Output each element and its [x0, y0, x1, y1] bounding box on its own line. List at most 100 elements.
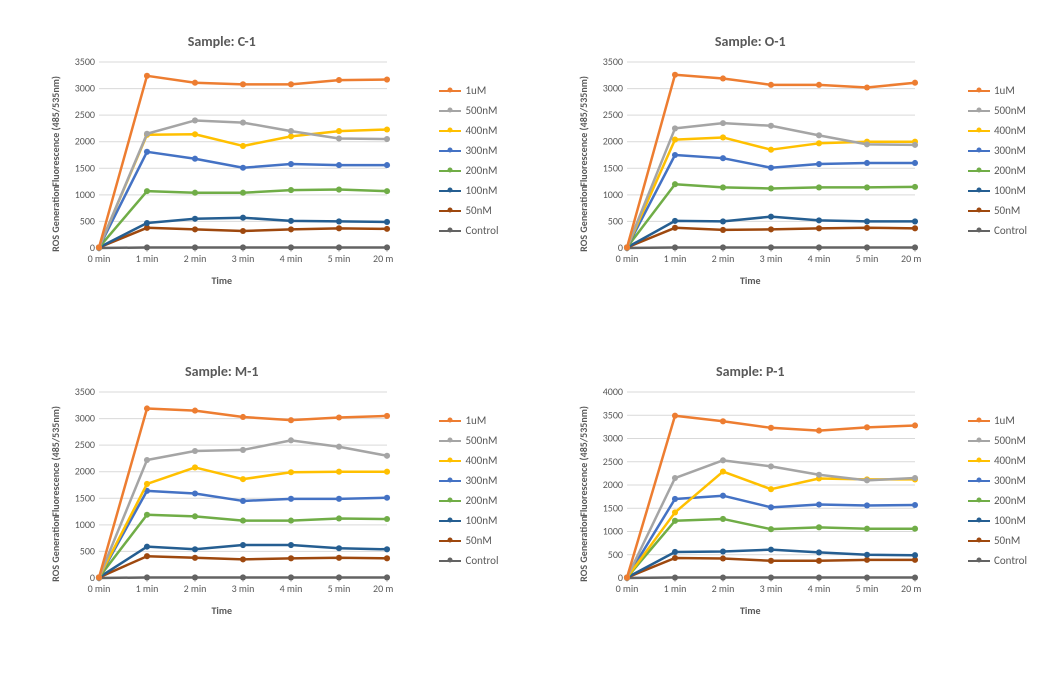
legend-item-ctrl: Control: [968, 554, 1027, 567]
legend-item-s100: 100nM: [439, 514, 498, 527]
svg-text:1500: 1500: [74, 161, 94, 174]
legend-label: 300nM: [994, 474, 1026, 487]
legend-swatch-icon: [439, 185, 461, 195]
chart-title: Sample: C-1: [188, 33, 256, 50]
legend-label: 500nM: [465, 104, 497, 117]
legend-label: 500nM: [994, 434, 1026, 447]
svg-text:5 min: 5 min: [856, 252, 879, 265]
svg-text:3000: 3000: [74, 412, 94, 425]
legend-label: 50nM: [994, 534, 1020, 547]
svg-text:3500: 3500: [603, 55, 623, 68]
legend-label: 50nM: [994, 204, 1020, 217]
svg-text:1500: 1500: [603, 501, 623, 514]
legend-swatch-icon: [439, 515, 461, 525]
legend-swatch-icon: [439, 225, 461, 235]
legend-label: Control: [465, 554, 498, 567]
legend: 1uM500nM400nM300nM200nM100nM50nMControl: [968, 84, 1027, 237]
legend-label: 200nM: [994, 164, 1026, 177]
legend-label: Control: [994, 224, 1027, 237]
svg-text:1000: 1000: [603, 525, 623, 538]
svg-text:3 min: 3 min: [231, 582, 254, 595]
legend-label: 1uM: [465, 84, 486, 97]
legend-item-s500: 500nM: [439, 104, 498, 117]
chart-panel-p1: Sample: P-1 Fluorescence (485/535nm) ROS…: [539, 340, 1028, 640]
svg-text:2 min: 2 min: [183, 252, 206, 265]
legend-label: 200nM: [465, 164, 497, 177]
legend-item-s300: 300nM: [968, 144, 1027, 157]
chart-plot-o1: 05001000150020002500300035000 min1 min2 …: [591, 54, 921, 274]
legend-item-s400: 400nM: [968, 454, 1027, 467]
legend-swatch-icon: [968, 455, 990, 465]
legend-label: 50nM: [465, 204, 491, 217]
y-axis-label: Fluorescence (485/535nm) ROS Generation: [579, 76, 589, 253]
legend-swatch-icon: [968, 145, 990, 155]
chart-panel-m1: Sample: M-1 Fluorescence (485/535nm) ROS…: [10, 340, 499, 640]
legend-swatch-icon: [968, 535, 990, 545]
legend-swatch-icon: [439, 145, 461, 155]
svg-text:0 min: 0 min: [616, 582, 639, 595]
svg-text:20 min: 20 min: [373, 582, 393, 595]
legend-item-s400: 400nM: [968, 124, 1027, 137]
legend-swatch-icon: [439, 165, 461, 175]
legend-swatch-icon: [439, 535, 461, 545]
legend-swatch-icon: [439, 415, 461, 425]
svg-text:0 min: 0 min: [87, 582, 110, 595]
legend-label: 400nM: [465, 124, 497, 137]
legend-label: 200nM: [994, 494, 1026, 507]
legend-label: 400nM: [994, 454, 1026, 467]
svg-text:3 min: 3 min: [231, 252, 254, 265]
legend-swatch-icon: [968, 435, 990, 445]
legend-swatch-icon: [968, 85, 990, 95]
svg-text:5 min: 5 min: [327, 252, 350, 265]
svg-text:3000: 3000: [603, 432, 623, 445]
legend-swatch-icon: [439, 495, 461, 505]
svg-text:1000: 1000: [603, 188, 623, 201]
x-axis-label: Time: [740, 274, 761, 287]
legend-item-s1: 1uM: [968, 84, 1027, 97]
svg-text:4 min: 4 min: [279, 582, 302, 595]
svg-text:1500: 1500: [603, 161, 623, 174]
legend-swatch-icon: [439, 105, 461, 115]
svg-text:2500: 2500: [603, 455, 623, 468]
legend-swatch-icon: [439, 475, 461, 485]
legend-item-s50: 50nM: [439, 534, 498, 547]
svg-text:5 min: 5 min: [856, 582, 879, 595]
svg-text:2000: 2000: [603, 135, 623, 148]
svg-text:3000: 3000: [603, 82, 623, 95]
legend-swatch-icon: [439, 455, 461, 465]
legend-swatch-icon: [968, 185, 990, 195]
legend-swatch-icon: [968, 475, 990, 485]
legend-label: 1uM: [465, 414, 486, 427]
legend-swatch-icon: [439, 85, 461, 95]
svg-text:3500: 3500: [74, 385, 94, 398]
svg-text:1000: 1000: [74, 518, 94, 531]
y-axis-label: Fluorescence (485/535nm) ROS Generation: [51, 76, 61, 253]
svg-text:20 min: 20 min: [373, 252, 393, 265]
svg-text:5 min: 5 min: [327, 582, 350, 595]
chart-plot-p1: 050010001500200025003000350040000 min1 m…: [591, 384, 921, 604]
svg-text:0 min: 0 min: [87, 252, 110, 265]
legend-swatch-icon: [968, 225, 990, 235]
legend-item-s300: 300nM: [439, 144, 498, 157]
svg-text:500: 500: [608, 214, 623, 227]
legend-swatch-icon: [968, 105, 990, 115]
legend-swatch-icon: [439, 205, 461, 215]
legend-label: 300nM: [465, 144, 497, 157]
legend-label: 1uM: [994, 414, 1015, 427]
legend-item-ctrl: Control: [968, 224, 1027, 237]
chart-plot-m1: 05001000150020002500300035000 min1 min2 …: [63, 384, 393, 604]
legend-label: 100nM: [994, 514, 1026, 527]
svg-text:3000: 3000: [74, 82, 94, 95]
legend-label: 500nM: [994, 104, 1026, 117]
svg-text:2500: 2500: [603, 108, 623, 121]
x-axis-label: Time: [740, 604, 761, 617]
svg-text:3500: 3500: [603, 408, 623, 421]
chart-title: Sample: P-1: [716, 363, 784, 380]
svg-text:3 min: 3 min: [760, 582, 783, 595]
chart-title: Sample: O-1: [715, 33, 786, 50]
legend-item-s100: 100nM: [439, 184, 498, 197]
svg-text:1 min: 1 min: [135, 582, 158, 595]
legend-item-s50: 50nM: [968, 534, 1027, 547]
legend-item-s50: 50nM: [439, 204, 498, 217]
chart-panel-o1: Sample: O-1 Fluorescence (485/535nm) ROS…: [539, 10, 1028, 310]
